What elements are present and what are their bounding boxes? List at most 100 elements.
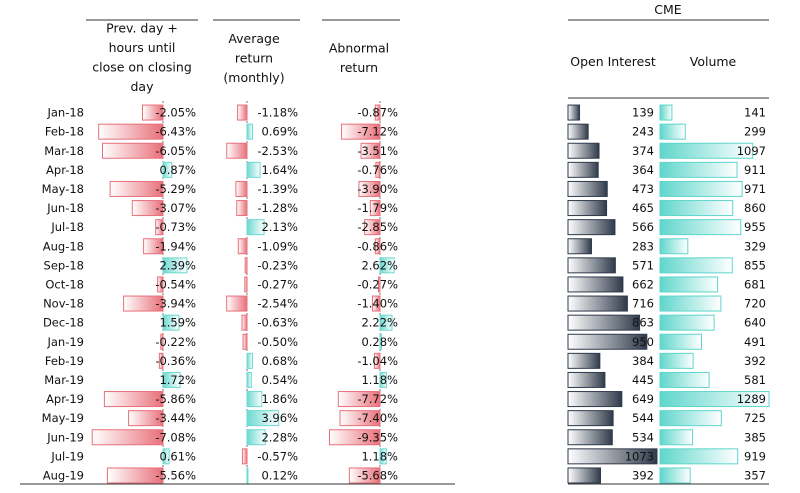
month-label: Dec-18 — [43, 316, 84, 330]
return-value: 2.62% — [361, 258, 398, 272]
volume-bar — [659, 295, 722, 312]
volume-bar — [659, 238, 689, 255]
return-value: -2.85% — [357, 220, 398, 234]
return-value: -2.05% — [155, 106, 196, 120]
volume-value: 329 — [744, 239, 766, 253]
return-value: -1.04% — [357, 354, 398, 368]
volume-value: 681 — [744, 277, 766, 291]
open-interest-bar — [567, 371, 606, 388]
return-value: -1.09% — [257, 239, 298, 253]
table-row: Sep-18 2.39% -0.23% 2.62% 571 855 — [44, 257, 766, 274]
return-value: -3.94% — [155, 297, 196, 311]
return-bar — [329, 429, 381, 446]
return-value: -0.63% — [257, 316, 298, 330]
open-interest-bar — [567, 200, 608, 217]
return-bar — [236, 200, 248, 217]
month-label: Feb-18 — [45, 125, 84, 139]
month-label: Oct-18 — [45, 277, 84, 291]
volume-bar — [659, 219, 742, 236]
return-value: -0.36% — [155, 354, 196, 368]
return-bar — [246, 467, 249, 484]
table-row: Mar-19 1.72% 0.54% 1.18% 445 581 — [44, 371, 766, 388]
open-interest-value: 465 — [632, 201, 654, 215]
volume-bar — [659, 276, 719, 293]
return-value: -6.43% — [155, 125, 196, 139]
open-interest-value: 445 — [632, 373, 654, 387]
return-bar — [98, 123, 164, 140]
return-bar — [162, 314, 180, 331]
return-bar — [375, 161, 381, 178]
volume-value: 491 — [744, 335, 766, 349]
column-header-line: return — [235, 51, 273, 66]
open-interest-value: 283 — [632, 239, 654, 253]
return-value: 1.18% — [361, 373, 398, 387]
return-value: 2.22% — [361, 316, 398, 330]
month-label: Mar-19 — [44, 373, 84, 387]
volume-bar — [659, 391, 770, 408]
open-interest-bar — [567, 257, 616, 274]
return-value: -1.39% — [257, 182, 298, 196]
table-row: May-19 -3.44% 3.96% -7.40% 544 725 — [42, 410, 766, 427]
return-bar — [109, 180, 164, 197]
open-interest-value: 649 — [632, 392, 654, 406]
open-interest-value: 566 — [632, 220, 654, 234]
volume-bar — [659, 257, 733, 274]
return-bar — [341, 123, 381, 140]
month-label: May-18 — [42, 182, 84, 196]
open-interest-value: 473 — [632, 182, 654, 196]
return-value: 2.13% — [261, 220, 298, 234]
month-label: May-19 — [42, 411, 84, 425]
return-bar — [123, 295, 164, 312]
volume-bar — [659, 123, 686, 140]
volume-bar — [659, 104, 673, 121]
table-row: Feb-18 -6.43% 0.69% -7.12% 243 299 — [45, 123, 766, 140]
return-value: -5.68% — [357, 468, 398, 482]
column-header-line: close on closing — [92, 60, 192, 75]
return-bar — [237, 104, 248, 121]
return-bar — [162, 161, 173, 178]
return-value: -0.54% — [155, 277, 196, 291]
return-value: 2.39% — [159, 258, 196, 272]
volume-value: 385 — [744, 430, 766, 444]
open-interest-value: 384 — [632, 354, 654, 368]
table-row: Aug-18 -1.94% -1.09% -0.86% 283 329 — [43, 238, 766, 255]
return-bar — [237, 238, 248, 255]
month-label: Apr-18 — [46, 163, 84, 177]
column-header-line: hours until — [109, 40, 176, 55]
return-value: -1.94% — [155, 239, 196, 253]
table-row: Jan-18 -2.05% -1.18% -0.87% 139 141 — [46, 104, 766, 121]
return-bar — [102, 142, 164, 159]
table-row: May-18 -5.29% -1.39% -3.90% 473 971 — [42, 180, 766, 197]
return-value: -3.51% — [357, 144, 398, 158]
return-bar — [226, 142, 248, 159]
return-value: -7.12% — [357, 125, 398, 139]
volume-value: 581 — [744, 373, 766, 387]
open-interest-value: 571 — [632, 258, 654, 272]
volume-value: 357 — [744, 468, 766, 482]
open-interest-bar — [567, 410, 614, 427]
return-value: -2.54% — [257, 297, 298, 311]
return-bar — [160, 333, 164, 350]
return-bar — [246, 123, 254, 140]
table-row: Jun-19 -7.08% 2.28% -9.35% 534 385 — [46, 429, 766, 446]
return-value: -0.73% — [155, 220, 196, 234]
return-bar — [246, 352, 253, 369]
return-bar — [371, 295, 381, 312]
return-value: -7.08% — [155, 430, 196, 444]
return-value: 1.64% — [261, 163, 298, 177]
open-interest-bar — [567, 276, 624, 293]
month-label: Nov-18 — [43, 297, 84, 311]
return-bar — [241, 448, 248, 465]
return-bar — [131, 200, 164, 217]
return-value: -6.05% — [155, 144, 196, 158]
volume-bar — [659, 142, 754, 159]
volume-value: 640 — [744, 316, 766, 330]
return-bar — [162, 371, 181, 388]
open-interest-bar — [567, 391, 623, 408]
volume-value: 299 — [744, 125, 766, 139]
volume-value: 911 — [744, 163, 766, 177]
volume-bar — [659, 200, 734, 217]
table-row: Jul-19 0.61% -0.57% 1.18% 1073 919 — [50, 448, 766, 465]
open-interest-bar — [567, 104, 581, 121]
return-bar — [155, 219, 164, 236]
